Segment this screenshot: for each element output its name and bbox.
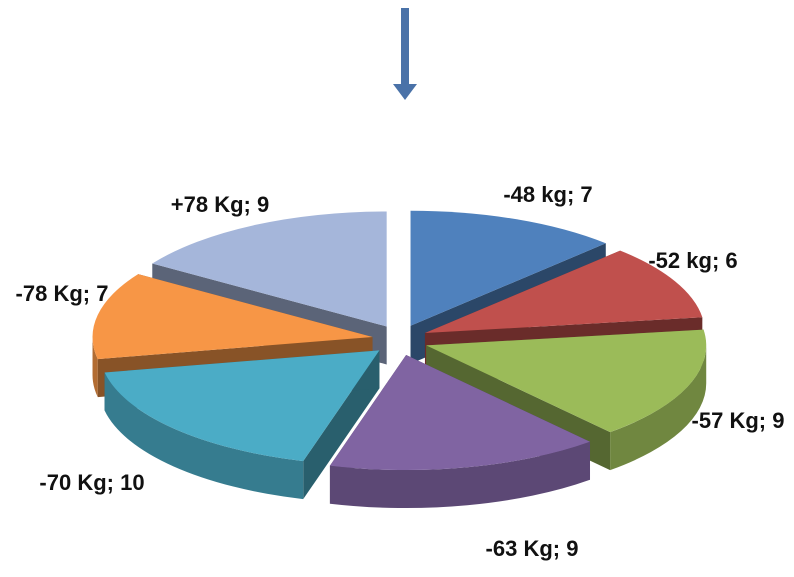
- slice-4-top: [104, 350, 380, 462]
- slice-5-top: [92, 274, 373, 360]
- arrow-shaft: [401, 8, 409, 85]
- slice-3-top: [329, 355, 591, 471]
- slice-3-outer-wall-0: [329, 441, 591, 509]
- slice-label-6: +78 Kg; 9: [171, 192, 269, 217]
- slice-0-top: [410, 210, 606, 326]
- slice-5-outer-wall-0: [92, 337, 98, 398]
- slice-4-outer-wall-0: [104, 372, 304, 500]
- slice-label-3: -63 Kg; 9: [486, 536, 579, 561]
- pie-tops: [92, 210, 707, 471]
- slice-2-outer-wall-0: [610, 345, 707, 471]
- slice-label-1: -52 kg; 6: [648, 248, 737, 273]
- slice-label-2: -57 Kg; 9: [692, 408, 785, 433]
- slice-1-top: [424, 250, 703, 334]
- slice-label-0: -48 kg; 7: [503, 182, 592, 207]
- slice-label-5: -78 Kg; 7: [16, 281, 109, 306]
- pie-labels: -48 kg; 7 -52 kg; 6 -57 Kg; 9 -63 Kg; 9 -70 …: [16, 182, 785, 561]
- arrow-head: [393, 84, 417, 100]
- slice-label-4: -70 Kg; 10: [39, 470, 144, 495]
- slice-2-top: [426, 329, 707, 433]
- slice-6-top: [152, 211, 387, 327]
- down-arrow-icon: [393, 8, 417, 100]
